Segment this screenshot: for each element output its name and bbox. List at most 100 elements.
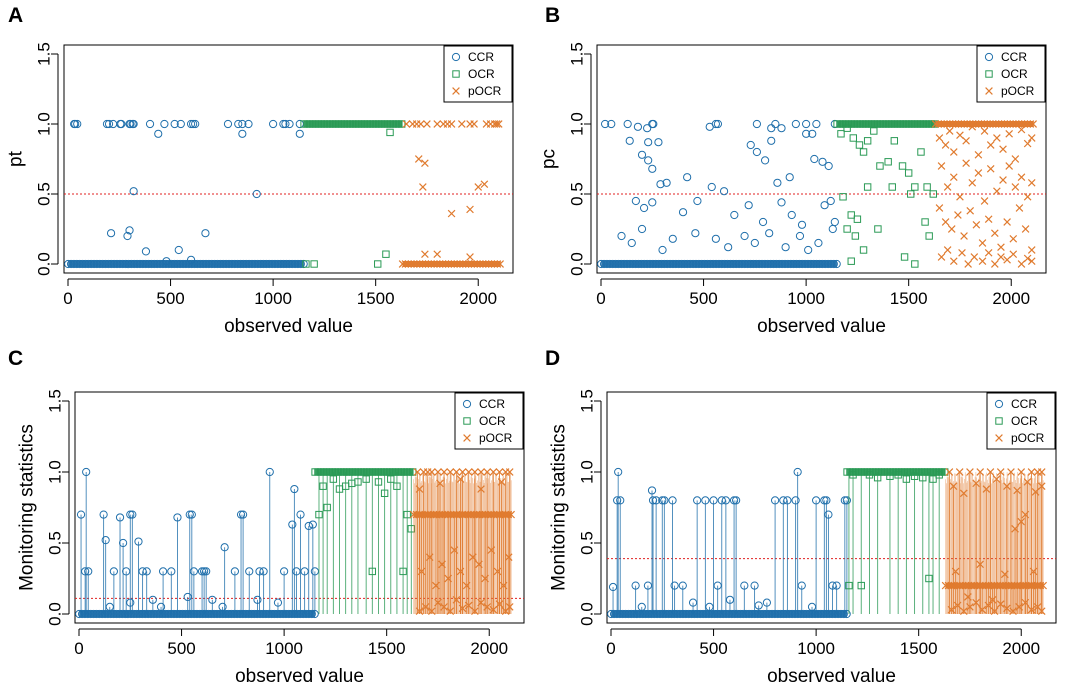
ocr-point <box>857 581 865 590</box>
ccr-point <box>183 592 192 602</box>
ccr-point <box>842 609 851 619</box>
ocr-point <box>925 232 933 240</box>
ccr-point <box>104 259 113 269</box>
pocr-point <box>1022 581 1030 590</box>
ccr-point <box>770 609 779 619</box>
pocr-point <box>492 120 501 128</box>
ccr-point <box>81 259 90 269</box>
y-tick-label: 0.0 <box>578 602 597 626</box>
ccr-point <box>656 180 665 189</box>
ccr-point <box>627 609 636 619</box>
pocr-point <box>1006 120 1015 128</box>
ccr-point <box>197 567 207 576</box>
pocr-point <box>467 510 475 519</box>
ccr-point <box>713 119 723 129</box>
ccr-point <box>806 259 815 269</box>
ccr-point <box>677 259 686 269</box>
y-tick-label: 0.0 <box>35 252 54 276</box>
ccr-point <box>700 259 709 269</box>
ccr-point <box>829 259 838 269</box>
pocr-point <box>1004 581 1013 590</box>
ccr-point <box>793 609 802 619</box>
pocr-point <box>1016 581 1025 590</box>
ocr-point <box>890 137 899 145</box>
pocr-point <box>958 581 967 590</box>
ccr-point <box>81 567 90 576</box>
pocr-point <box>1021 510 1030 519</box>
ccr-point <box>115 259 124 269</box>
ocr-point <box>380 489 389 498</box>
ccr-point <box>652 496 661 505</box>
ccr-point <box>208 595 217 604</box>
ocr-point <box>393 482 401 490</box>
ccr-point <box>170 259 179 269</box>
ccr-point <box>711 119 720 129</box>
ccr-point <box>723 259 732 269</box>
legend-pocr-label: pOCR <box>468 84 502 98</box>
ccr-point <box>706 259 715 269</box>
pocr-point <box>481 510 490 519</box>
legend-pocr-label: pOCR <box>1001 84 1035 98</box>
ccr-point <box>122 567 131 576</box>
ccr-point <box>807 602 817 612</box>
pocr-point <box>487 260 496 268</box>
ccr-point <box>771 119 780 129</box>
legend-pocr-icon <box>452 87 460 95</box>
pocr-point <box>953 601 962 610</box>
pocr-point <box>957 120 966 128</box>
legend-ccr-icon <box>462 399 472 409</box>
pocr-point <box>944 581 953 590</box>
x-tick-label: 2000 <box>1002 639 1040 658</box>
x-tick-label: 1500 <box>900 639 938 658</box>
ccr-point <box>792 259 801 269</box>
ccr-point <box>694 259 703 269</box>
ocr-point <box>843 225 851 233</box>
ocr-point <box>399 567 407 576</box>
ocr-point <box>863 137 872 145</box>
pocr-point <box>496 260 505 268</box>
pocr-point <box>483 468 492 476</box>
legend-ccr-icon <box>994 399 1004 409</box>
ccr-point <box>125 226 134 235</box>
pocr-point <box>992 120 1000 128</box>
pocr-point <box>402 120 411 128</box>
ccr-point <box>795 231 805 241</box>
pocr-point <box>452 595 461 604</box>
pocr-point <box>489 468 498 476</box>
ccr-point <box>178 609 187 619</box>
ccr-point <box>109 567 118 576</box>
ccr-point <box>273 259 282 269</box>
pocr-point <box>949 257 958 266</box>
ccr-point <box>293 259 303 269</box>
ccr-point <box>210 259 219 269</box>
ccr-point <box>814 238 823 248</box>
ccr-point <box>747 609 757 619</box>
ccr-point <box>259 567 268 576</box>
ccr-point <box>649 119 658 129</box>
ccr-point <box>691 229 700 238</box>
ccr-point <box>164 609 173 619</box>
legend-ocr-icon <box>985 70 993 78</box>
ocr-point <box>886 472 894 480</box>
ccr-point <box>244 609 253 619</box>
x-tick-label: 0 <box>74 639 83 658</box>
ccr-point <box>293 609 302 619</box>
ccr-point <box>307 609 316 619</box>
pocr-point <box>468 553 477 562</box>
series-ocr <box>843 468 949 614</box>
pocr-point <box>990 581 999 590</box>
ccr-point <box>818 157 827 166</box>
pocr-point <box>424 510 432 519</box>
ccr-point <box>797 220 807 229</box>
ccr-point <box>615 609 624 619</box>
pocr-point <box>983 120 992 128</box>
ccr-point <box>138 609 147 619</box>
pocr-point <box>413 260 421 268</box>
pocr-point <box>978 605 987 614</box>
ccr-point <box>84 259 93 269</box>
ccr-point <box>618 609 627 619</box>
pocr-point <box>464 601 473 610</box>
ccr-point <box>247 259 257 269</box>
ccr-point <box>126 510 135 519</box>
pocr-point <box>507 510 516 519</box>
